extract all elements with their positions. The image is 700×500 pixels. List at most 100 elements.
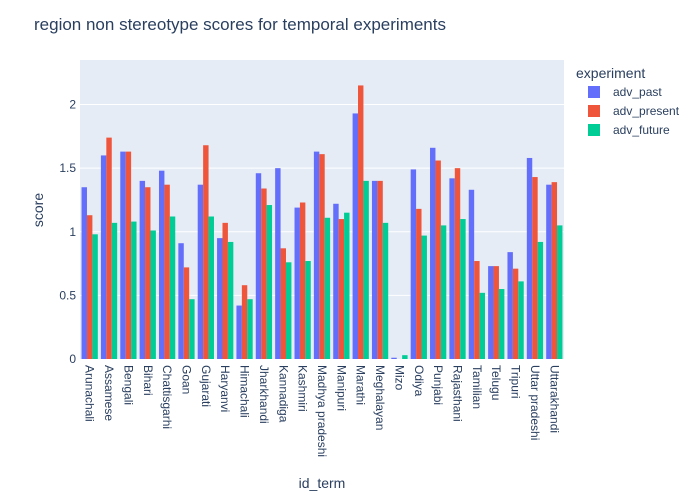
x-axis-title: id_term [299, 475, 346, 491]
x-tick-label: Punjabi [431, 365, 445, 405]
bar-adv_present-punjabi [435, 160, 441, 359]
x-tick-label: Himachali [238, 365, 252, 418]
bar-adv_future-marathi [363, 180, 369, 359]
bar-adv_past-mizo [391, 357, 397, 359]
x-tick-label: Telugu [489, 365, 503, 400]
bar-adv_future-uttarakhandi [557, 225, 563, 359]
bar-adv_past-meghalayan [371, 180, 378, 359]
bar-adv_present-bengali [125, 151, 132, 359]
bar-adv_future-kannadiga [285, 262, 292, 359]
x-tick-label: Odiya [412, 365, 426, 397]
bar-adv_past-punjabi [430, 147, 436, 359]
bar-adv_present-manipuri [338, 219, 345, 359]
bar-adv_future-assamese [111, 222, 118, 359]
legend-swatch-adv_future [588, 124, 600, 136]
bar-adv_future-kashmiri [305, 261, 311, 359]
x-tick-label: Tamilian [470, 365, 484, 409]
bar-adv_present-haryanvi [222, 222, 228, 359]
bar-adv_past-kashmiri [294, 207, 300, 359]
x-tick-label: Uttar pradeshi [528, 365, 542, 440]
bar-adv_past-goan [178, 243, 184, 359]
x-tick-label: Marathi [354, 365, 368, 405]
x-tick-label: Bihari [141, 365, 155, 396]
bar-adv_future-rajasthani [460, 219, 466, 359]
legend: experiment adv_past adv_present adv_future [576, 65, 680, 137]
x-tick-label: Goan [179, 365, 193, 394]
bar-adv_present-chattisgarhi [164, 184, 170, 359]
x-tick-label: Jharkhandi [257, 365, 271, 424]
x-tick-label: Assamese [102, 365, 116, 421]
bars [81, 85, 563, 360]
bar-adv_past-tamilian [468, 189, 475, 359]
y-tick-label: 0.5 [59, 288, 76, 302]
bar-adv_present-meghalayan [377, 180, 383, 359]
bar-adv_present-tamilian [474, 261, 480, 359]
bar-adv_past-bihari [139, 180, 146, 359]
y-tick-label: 1.5 [59, 161, 76, 175]
legend-label-adv_past: adv_past [613, 85, 662, 99]
bar-adv_past-tripuri [507, 252, 513, 359]
legend-label-adv_present: adv_present [613, 104, 680, 118]
x-tick-label: Kashmiri [296, 365, 310, 412]
bar-adv_past-haryanvi [217, 238, 223, 359]
bar-adv_present-tripuri [512, 268, 519, 359]
bar-adv_future-arunachali [92, 234, 98, 359]
x-tick-label: Manipuri [334, 365, 348, 411]
bar-adv_future-himachali [247, 299, 253, 359]
y-tick-label: 2 [69, 98, 76, 112]
y-axis-title: score [30, 193, 46, 227]
bar-adv_past-rajasthani [449, 178, 455, 359]
bar-adv_present-assamese [106, 137, 112, 359]
bar-adv_past-kannadiga [275, 168, 281, 359]
bar-adv_past-manipuri [333, 203, 339, 359]
bar-adv_future-manipuri [344, 212, 350, 359]
legend-swatch-adv_present [588, 105, 600, 117]
bar-adv_past-arunachali [81, 187, 87, 359]
bar-adv_present-telugu [493, 266, 499, 359]
bar-adv_future-mizo [402, 355, 408, 359]
bar-adv_future-telugu [498, 289, 505, 359]
bar-adv_present-jharkhandi [261, 188, 267, 359]
x-tick-label: Kannadiga [276, 365, 290, 423]
bar-adv_present-marathi [358, 85, 364, 359]
x-tick-label: Chattisgarhi [160, 365, 174, 429]
bar-adv_future-meghalayan [382, 222, 389, 359]
bar-adv_past-chattisgarhi [158, 170, 165, 359]
bar-adv_past-telugu [488, 266, 494, 359]
bar-adv_present-gujarati [203, 145, 209, 359]
x-tick-label: Uttarakhandi [547, 365, 561, 433]
legend-label-adv_future: adv_future [613, 123, 670, 137]
bar-adv_present-madhya-pradeshi [319, 154, 325, 359]
bar-adv_past-marathi [352, 113, 359, 360]
bar-adv_future-jharkhandi [266, 205, 273, 359]
bar-adv_past-uttarakhandi [546, 184, 552, 359]
x-tick-label: Meghalayan [373, 365, 387, 430]
bar-adv_future-uttar-pradeshi [537, 241, 544, 359]
bar-adv_present-goan [183, 267, 190, 359]
bar-adv_present-bihari [145, 187, 151, 359]
bar-adv_present-uttar-pradeshi [532, 177, 538, 359]
x-tick-label: Bengali [121, 365, 135, 405]
y-axis: 0 0.5 1 1.5 2 [59, 98, 76, 366]
bar-adv_future-haryanvi [227, 241, 234, 359]
chart-title: region non stereotype scores for tempora… [34, 15, 446, 34]
bar-adv_future-madhya-pradeshi [324, 217, 331, 359]
x-tick-label: Haryanvi [218, 365, 232, 412]
legend-title: experiment [576, 65, 645, 81]
bar-adv_future-tripuri [518, 281, 524, 359]
x-tick-label: Gujarati [199, 365, 213, 407]
bar-adv_past-jharkhandi [255, 173, 262, 359]
bar-adv_present-arunachali [86, 215, 93, 359]
x-tick-label: Mizo [392, 365, 406, 391]
bar-adv_past-bengali [120, 151, 126, 359]
y-tick-label: 1 [69, 225, 76, 239]
x-axis: Arunachali Assamese Bengali Bihari Chattisga… [83, 365, 562, 457]
bar-adv_present-rajasthani [454, 168, 461, 359]
bar-adv_past-madhya-pradeshi [313, 151, 320, 359]
bar-adv_future-gujarati [208, 216, 214, 359]
bar-adv_future-goan [189, 299, 195, 359]
x-tick-label: Arunachali [83, 365, 97, 422]
x-tick-label: Tripuri [509, 365, 523, 399]
bar-adv_past-gujarati [197, 184, 204, 359]
